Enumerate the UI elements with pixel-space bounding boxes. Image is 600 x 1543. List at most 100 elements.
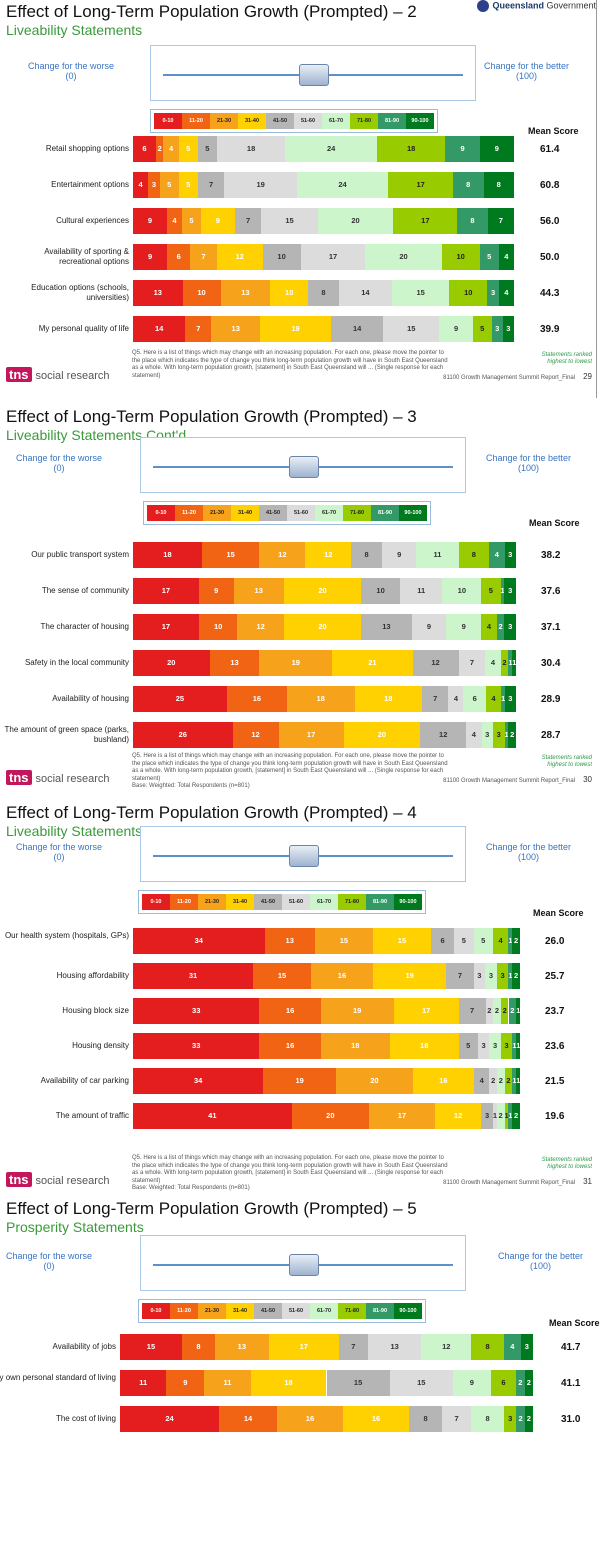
base-footnote: Base: Weighted: Total Respondents (n=801… [132,1185,250,1191]
bar-segment: 17 [369,1103,435,1129]
bar-segment: 3 [504,542,516,568]
mean-score-value: 31.0 [561,1414,581,1425]
mean-score-value: 28.7 [541,730,561,741]
bar-segment: 9 [446,614,482,640]
row-label: The cost of living [55,1414,116,1423]
bar-segment: 2 [489,1068,497,1094]
bar-segment: 1 [508,1103,513,1129]
legend-item: 41-50 [254,894,282,910]
bar-segment: 3 [504,1406,517,1432]
legend-item: 0-10 [147,505,175,521]
better-label: Change for the better (100) [484,61,569,81]
bar-segment: 16 [343,1406,410,1432]
bar-segment: 19 [259,650,333,676]
bar-segment: 10 [441,244,480,270]
page-number: 31 [583,1177,592,1186]
worse-label-text: Change for the worse [16,842,103,852]
legend-item: 81-90 [378,113,406,129]
bar-segment: 1 [508,928,513,954]
bar-segment: 24 [120,1406,220,1432]
bar-segment: 5 [182,208,201,234]
page-reference: 81100 Growth Management Summit Report_Fi… [443,372,592,381]
bar-segment: 9 [445,136,480,162]
legend-item: 81-90 [371,505,399,521]
better-label-text: Change for the better [486,842,572,852]
slide-title: Effect of Long-Term Population Growth (P… [6,803,417,822]
bar-segment: 3 [148,172,160,198]
slider-handle [289,845,319,867]
bar-segment: 7 [442,1406,472,1432]
bar-segment: 2 [516,1406,525,1432]
change-slider [140,437,466,493]
row-label: The character of housing [40,622,130,631]
row-label: My own personal standard of living [0,1373,116,1382]
legend-item: 51-60 [287,505,315,521]
bar-segment: 15 [314,928,373,954]
bar-segment: 17 [393,998,459,1024]
bar-segment: 15 [392,280,450,306]
bar-segment: 33 [133,998,260,1024]
worse-label-value: (0) [53,852,65,862]
bar-segment: 2 [504,1068,513,1094]
bar-segment: 13 [214,1334,269,1360]
bar-segment: 12 [412,650,459,676]
bar-segment: 1 [516,1033,520,1059]
bar-segment: 15 [383,316,440,342]
bar-segment: 17 [278,722,344,748]
bar-segment: 20 [283,614,362,640]
better-label-text: Change for the better [498,1251,584,1261]
bar-segment: 11 [399,578,443,604]
bar-segment: 5 [472,316,492,342]
bar-segment: 6 [463,686,486,712]
legend-item: 90-100 [406,113,434,129]
bar-segment: 17 [133,614,199,640]
bar-segment: 3 [491,316,503,342]
bar-segment: 4 [485,650,501,676]
bar-segment: 14 [330,316,384,342]
bar-segment: 19 [320,998,394,1024]
base-footnote: Base: Weighted: Total Respondents (n=801… [132,783,250,789]
better-label-text: Change for the better [486,453,572,463]
bar-segment: 19 [224,172,297,198]
legend-item: 61-70 [315,505,343,521]
mean-score-value: 44.3 [540,288,560,299]
bar-segment: 15 [261,208,318,234]
legend-item: 71-80 [350,113,378,129]
bar-segment: 2 [512,963,520,989]
bar-segment: 13 [367,1334,422,1360]
mean-score-value: 50.0 [540,252,560,263]
bar-segment: 13 [233,578,284,604]
bar-segment: 10 [262,244,301,270]
score-legend: 0-10 11-20 21-30 31-40 41-50 51-60 61-70 71-80 8… [138,890,426,914]
bar-segment: 6 [133,136,156,162]
slide-title: Effect of Long-Term Population Growth (P… [6,2,417,21]
legend-item: 61-70 [310,894,338,910]
bar-segment: 18 [320,1033,390,1059]
bar-segment: 4 [492,928,509,954]
bar-segment: 12 [237,614,284,640]
bar-segment: 2 [497,1068,505,1094]
row-label: The amount of traffic [55,1111,129,1120]
report-name: 81100 Growth Management Summit Report_Fi… [443,1180,576,1186]
worse-label-text: Change for the worse [16,453,103,463]
legend-item: 51-60 [282,894,310,910]
row-label: The sense of community [41,586,129,595]
bar-segment: 1 [492,1103,497,1129]
bar-segment: 3 [520,1334,533,1360]
bar-segment: 12 [216,244,263,270]
mean-score-value: 19.6 [545,1111,565,1122]
page-number: 29 [583,372,592,381]
bar-segment: 2 [508,722,516,748]
bar-segment: 2 [524,1406,533,1432]
tns-logo: tns social research [6,1172,109,1187]
mean-score-value: 23.7 [545,1006,565,1017]
bar-segment: 3 [485,963,497,989]
bar-segment: 15 [120,1334,182,1360]
legend-item: 31-40 [226,1303,254,1319]
bar-segment: 20 [283,578,362,604]
legend-item: 90-100 [399,505,427,521]
bar-segment: 7 [185,316,212,342]
bar-segment: 11 [120,1370,167,1396]
bar-segment: 3 [473,963,486,989]
bar-segment: 3 [487,280,499,306]
